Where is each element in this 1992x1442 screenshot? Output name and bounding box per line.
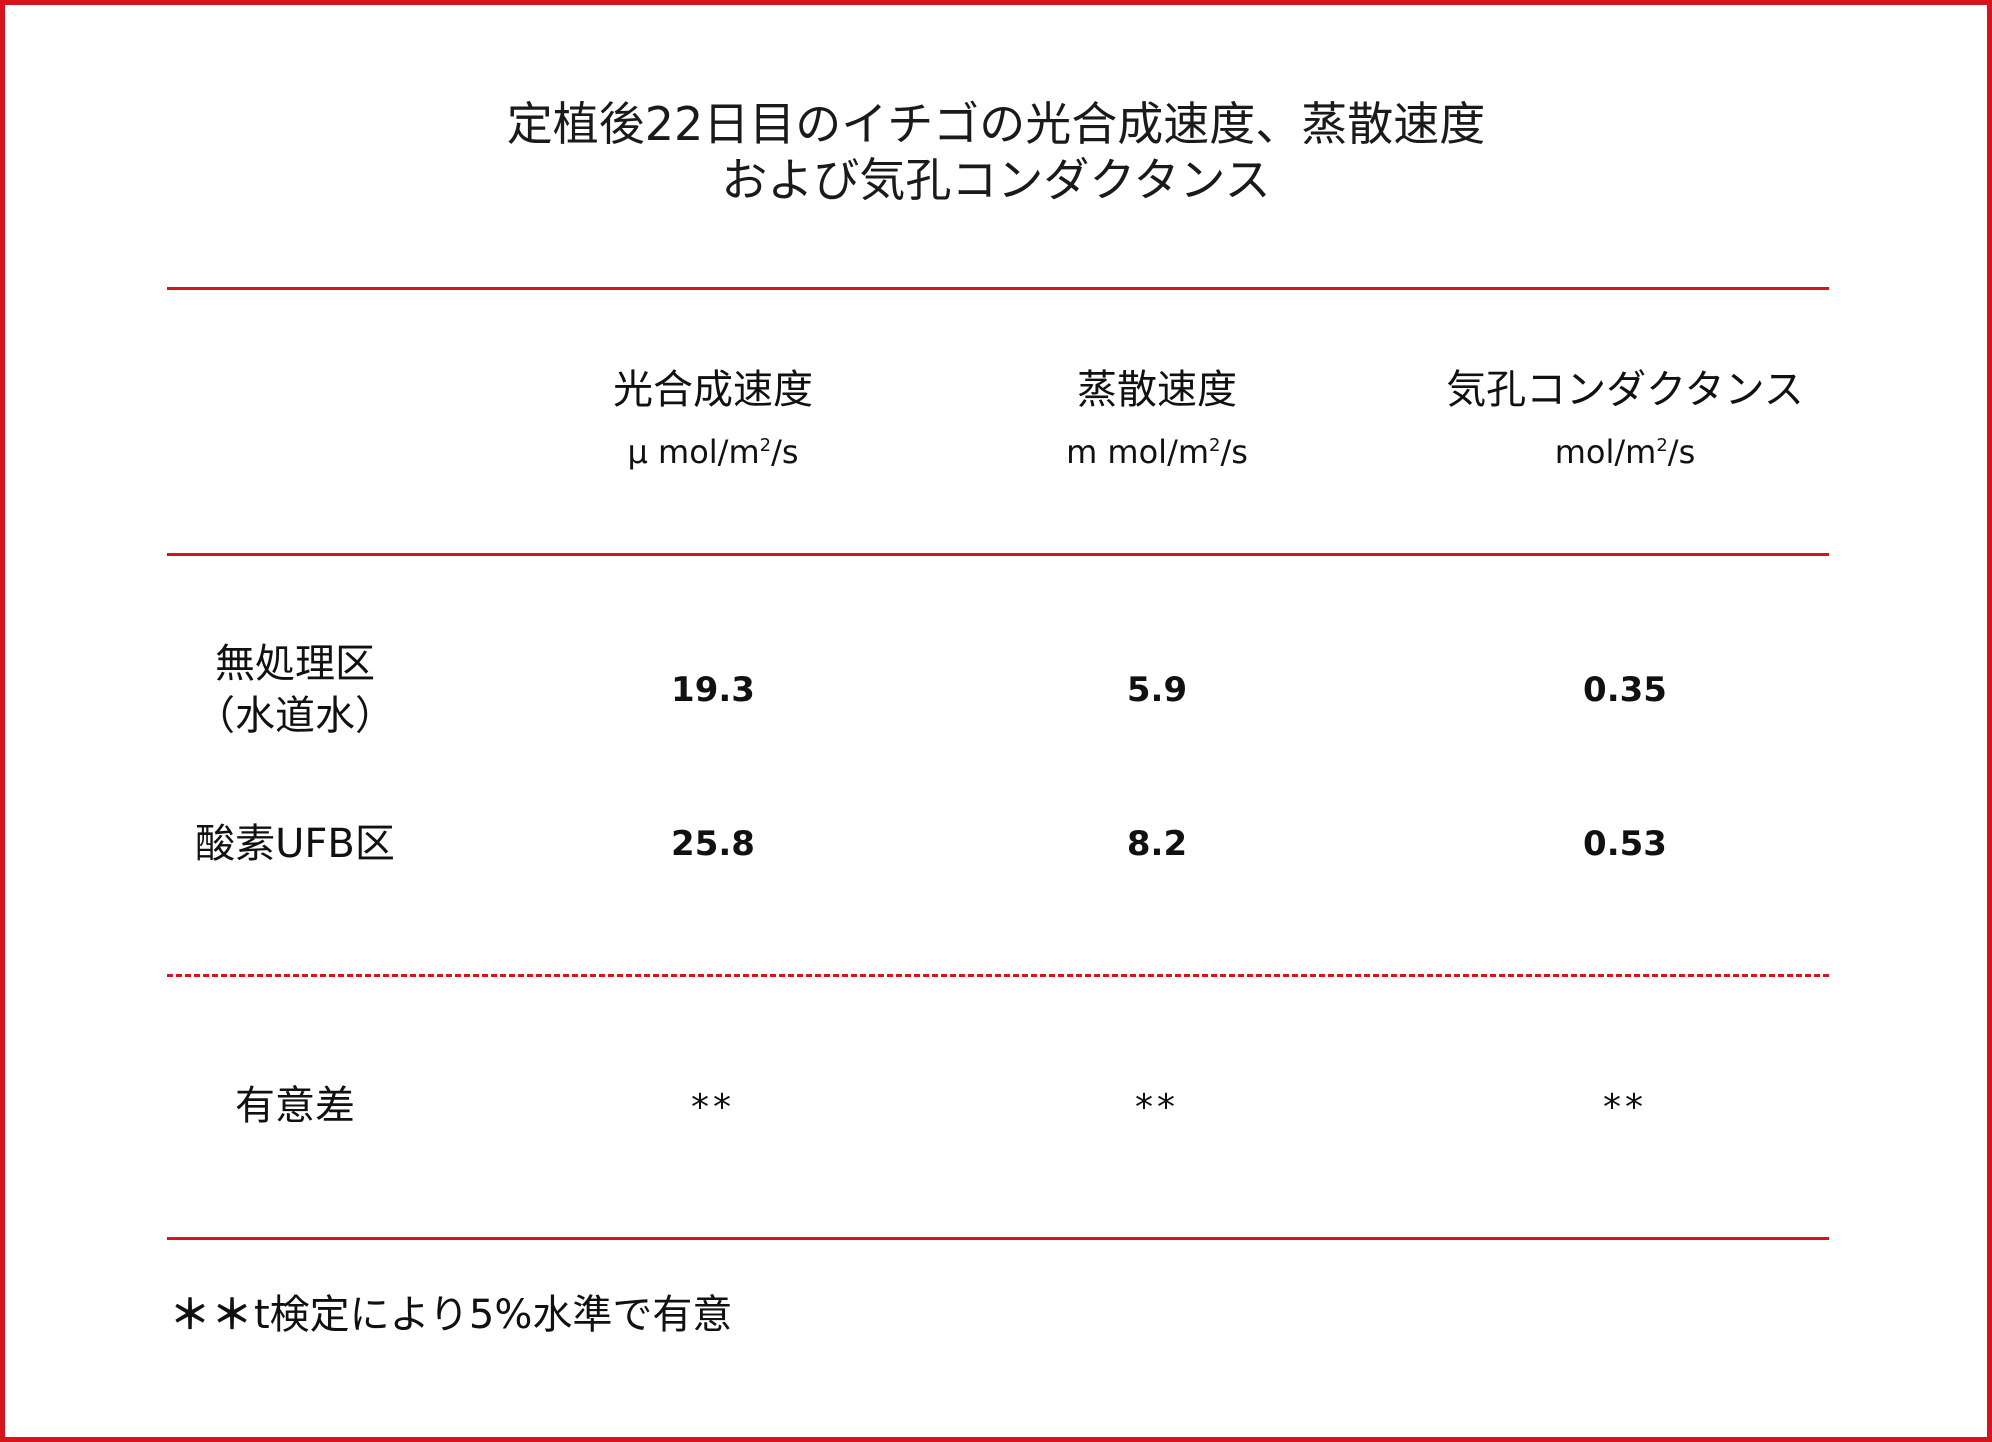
table-cell-ufb-conductance: 0.53: [1583, 824, 1667, 864]
table-top-rule: [167, 287, 1829, 290]
column-header-transpiration: 蒸散速度: [1077, 367, 1237, 413]
table-cell-control-transpiration: 5.9: [1126, 670, 1188, 710]
row-label-control: 無処理区: [215, 641, 375, 687]
column-unit-stomatal-conductance: mol/m2/s: [1554, 433, 1696, 471]
table-cell-control-photosynthesis: 19.3: [671, 670, 755, 710]
footnote: ＊＊t検定により5%水準で有意: [170, 1290, 732, 1340]
table-cell-ufb-photosynthesis: 25.8: [671, 824, 755, 864]
table-bottom-rule: [167, 1237, 1829, 1240]
row-label-significance: 有意差: [235, 1083, 355, 1129]
column-header-photosynthesis: 光合成速度: [613, 367, 813, 413]
title-line-1: 定植後22日目のイチゴの光合成速度、蒸散速度: [506, 97, 1486, 151]
column-header-stomatal-conductance: 気孔コンダクタンス: [1446, 367, 1804, 413]
row-label-control-sub: （水道水）: [195, 693, 395, 739]
footnote-stars: ＊＊: [170, 1292, 254, 1338]
title-line-2: および気孔コンダクタンス: [721, 153, 1271, 207]
significance-mark-transpiration: **: [1135, 1087, 1179, 1128]
table-cell-control-conductance: 0.35: [1583, 670, 1667, 710]
column-unit-photosynthesis: μ mol/m2/s: [627, 433, 799, 471]
header-bottom-rule: [167, 553, 1829, 556]
significance-mark-photosynthesis: **: [691, 1087, 735, 1128]
significance-mark-conductance: **: [1603, 1087, 1647, 1128]
row-label-oxygen-ufb: 酸素UFB区: [195, 821, 395, 867]
significance-divider: [167, 974, 1829, 977]
table-cell-ufb-transpiration: 8.2: [1126, 824, 1188, 864]
column-unit-transpiration: m mol/m2/s: [1066, 433, 1248, 471]
footnote-text: t検定により5%水準で有意: [254, 1292, 733, 1338]
